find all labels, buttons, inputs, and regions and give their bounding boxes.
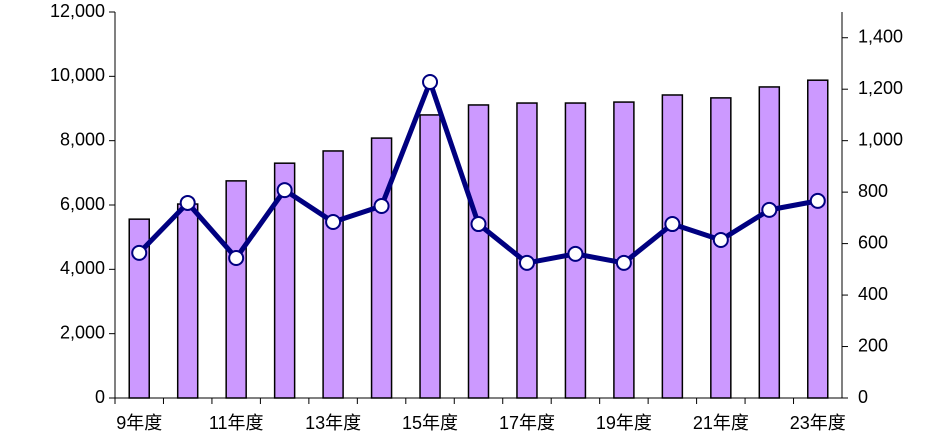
line-marker [276,182,293,199]
bar [758,86,781,399]
line-marker [470,216,487,233]
x-tick-label: 17年度 [499,413,555,433]
line-marker [518,254,535,271]
y-tick-label: 0 [95,387,105,407]
bar [225,180,247,399]
bar [516,102,538,399]
x-tick-label: 13年度 [305,413,361,433]
x-tick-label: 23年度 [790,413,846,433]
line-marker [664,216,681,233]
y2-tick-label: 1,000 [858,129,903,149]
line-marker [809,192,826,209]
line-marker [228,250,245,267]
line-marker [567,245,584,262]
line-marker [615,254,632,271]
x-tick-label: 9年度 [116,413,162,433]
line-marker [325,213,342,230]
x-tick-label: 21年度 [693,413,749,433]
y2-tick-label: 600 [858,232,888,252]
y2-tick-label: 400 [858,284,888,304]
x-tick-label: 11年度 [209,413,264,433]
bar [467,104,490,399]
y-tick-label: 6,000 [60,194,105,214]
y2-tick-label: 0 [858,387,868,407]
bar [176,203,199,399]
bar [419,114,441,399]
x-tick-label: 19年度 [596,413,652,433]
y-tick-label: 2,000 [60,322,105,342]
y2-tick-label: 800 [858,181,888,201]
bar [661,94,684,399]
y-tick-label: 8,000 [60,129,105,149]
bar [370,137,393,399]
line-marker [422,73,439,90]
bar [273,162,296,399]
y2-tick-label: 200 [858,335,888,355]
y2-tick-label: 1,400 [858,26,903,46]
y-tick-label: 12,000 [50,1,105,21]
line-marker [131,244,148,261]
line-marker [179,194,196,211]
bar [322,150,344,399]
y-tick-label: 4,000 [60,258,105,278]
bar [128,218,150,399]
line-marker [712,231,729,248]
y2-tick-label: 1,200 [858,78,903,98]
y-tick-label: 10,000 [50,65,105,85]
bar [807,79,829,399]
x-tick-label: 15年度 [402,413,458,433]
line-marker [373,198,390,215]
line-marker [761,201,778,218]
bar [613,101,635,399]
